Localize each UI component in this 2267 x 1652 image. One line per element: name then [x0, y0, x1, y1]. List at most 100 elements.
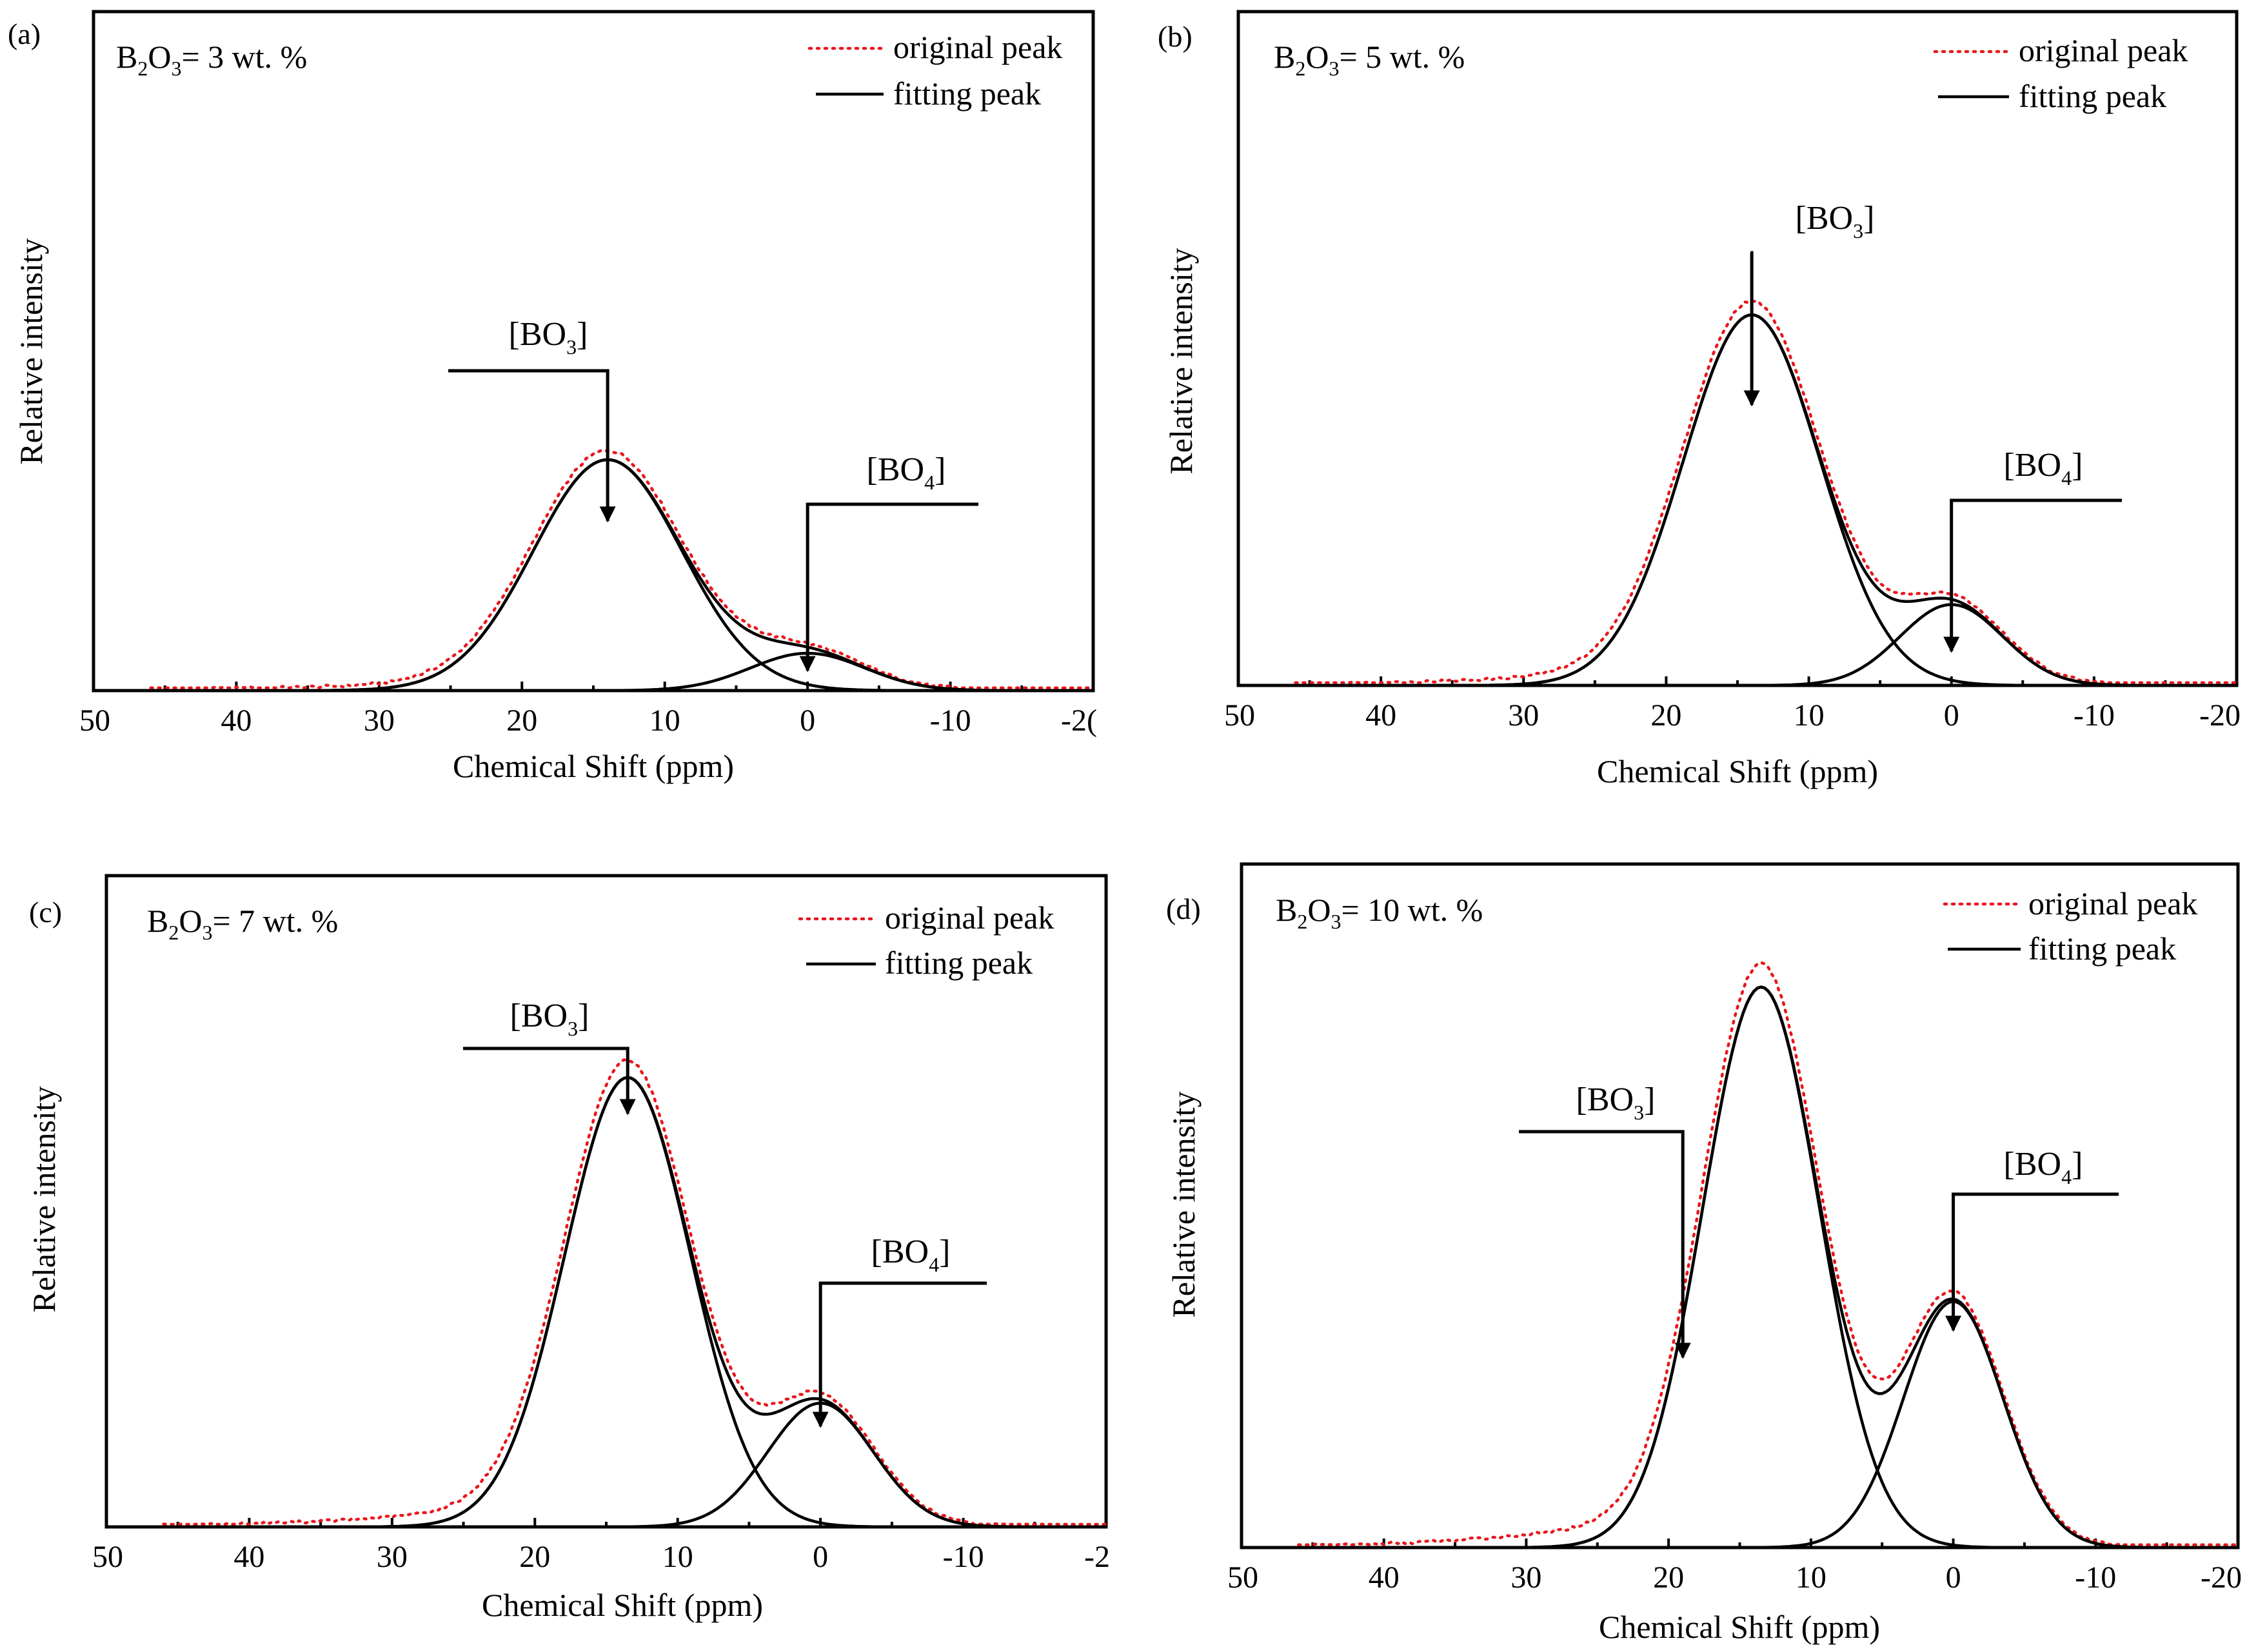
bo3-label: [BO3] — [509, 316, 588, 359]
x-axis-label: Chemical Shift (ppm) — [1597, 753, 1878, 789]
annotations: [BO3] [BO4] — [1519, 1081, 2119, 1359]
original-peak-curve — [162, 1058, 1108, 1526]
legend-fitting-label: fitting peak — [885, 945, 1033, 981]
legend: original peak fitting peak — [1943, 885, 2197, 967]
x-tick-label: 20 — [1653, 1560, 1684, 1595]
x-tick-label: -2( — [1061, 703, 1097, 738]
x-tick-label: -10 — [930, 703, 971, 738]
bo4-fitting-curve — [1295, 603, 2237, 687]
y-axis-label: Relative intensity — [26, 1086, 62, 1312]
sum-fitting-curve — [1295, 313, 2237, 687]
curves — [1297, 961, 2240, 1549]
legend: original peak fitting peak — [798, 900, 1054, 981]
curves — [149, 449, 1095, 693]
x-tick-label: 10 — [1796, 1560, 1826, 1595]
bo3-arrow — [448, 369, 616, 523]
panel-letter-label: (c) — [29, 896, 62, 929]
panel-a: (a) 50 40 30 20 10 0 -10 -2( [BO3] [BO4] Chemica… — [8, 10, 1097, 784]
panel-d: (d) 50 40 30 20 10 0 -10 -20 [BO3] [BO4] Chemica… — [1165, 862, 2242, 1645]
x-tick-label: 10 — [649, 703, 680, 738]
panel-c: (c) 50 40 30 20 10 0 -10 -2 [BO3] [BO4] Chemical… — [26, 874, 1110, 1623]
bo4-fitting-curve — [150, 651, 1093, 693]
curves — [162, 1058, 1108, 1529]
x-tick-label: 40 — [233, 1540, 264, 1574]
legend: original peak fitting peak — [1933, 32, 2188, 114]
x-axis-label: Chemical Shift (ppm) — [1599, 1609, 1880, 1645]
x-axis-label: Chemical Shift (ppm) — [482, 1587, 763, 1623]
bo3-fitting-curve — [1298, 985, 2238, 1549]
x-tick-label: 20 — [506, 703, 537, 738]
x-tick-label: 40 — [1365, 698, 1396, 733]
panel-letter-label: (d) — [1166, 892, 1201, 925]
bo4-label: [BO4] — [867, 451, 946, 494]
x-tick-label: 50 — [92, 1540, 123, 1574]
panel-letter-label: (a) — [8, 17, 41, 50]
x-tick-label: -10 — [943, 1540, 984, 1574]
x-tick-label: -10 — [2074, 698, 2115, 733]
bo3-fitting-curve — [163, 1076, 1106, 1529]
x-tick-labels: 50 40 30 20 10 0 -10 -20 — [1224, 698, 2241, 733]
bo4-label: [BO4] — [871, 1234, 951, 1276]
legend-original-label: original peak — [2019, 32, 2188, 68]
x-tick-label: -20 — [2201, 1560, 2242, 1595]
x-tick-label: 30 — [364, 703, 395, 738]
x-tick-label: 30 — [1508, 698, 1539, 733]
bo3-fitting-curve — [150, 458, 1093, 693]
legend-fitting-label: fitting peak — [2028, 930, 2176, 967]
bo3-label: [BO3] — [510, 998, 589, 1040]
legend: original peak fitting peak — [807, 29, 1062, 112]
legend-original-label: original peak — [893, 29, 1062, 65]
annotations: [BO3] [BO4] — [1743, 200, 2122, 653]
bo4-fitting-curve — [163, 1401, 1106, 1529]
original-peak-curve — [1294, 299, 2239, 685]
x-tick-labels: 50 40 30 20 10 0 -10 -2 — [92, 1540, 1110, 1574]
x-tick-labels: 50 40 30 20 10 0 -10 -20 — [1227, 1560, 2242, 1595]
bo4-arrow — [799, 502, 978, 673]
x-tick-label: 50 — [1224, 698, 1255, 733]
sum-fitting-curve — [1298, 985, 2238, 1549]
annotations: [BO3] [BO4] — [448, 316, 978, 673]
concentration-label: B2O3= 10 wt. % — [1276, 892, 1483, 933]
x-tick-label: -20 — [2199, 698, 2241, 733]
x-tick-label: 0 — [1944, 698, 1959, 733]
x-tick-label: 0 — [813, 1540, 828, 1574]
bo4-arrow — [1945, 1192, 2119, 1332]
concentration-label: B2O3= 7 wt. % — [147, 903, 338, 944]
bo3-arrow — [463, 1047, 636, 1116]
x-tick-label: 30 — [1510, 1560, 1541, 1595]
legend-original-label: original peak — [2028, 885, 2197, 921]
x-tick-label: 20 — [1650, 698, 1681, 733]
bo3-label: [BO3] — [1796, 200, 1875, 242]
x-tick-label: -10 — [2075, 1560, 2116, 1595]
x-tick-label: 30 — [377, 1540, 408, 1574]
x-tick-label: 40 — [1369, 1560, 1400, 1595]
x-tick-label: 40 — [221, 703, 252, 738]
bo4-arrow — [1943, 498, 2122, 653]
x-tick-labels: 50 40 30 20 10 0 -10 -2( — [79, 703, 1097, 738]
legend-fitting-label: fitting peak — [2019, 78, 2166, 114]
sum-fitting-curve — [163, 1076, 1106, 1529]
concentration-label: B2O3= 3 wt. % — [116, 39, 307, 80]
bo3-arrow — [1519, 1130, 1691, 1359]
original-peak-curve — [149, 449, 1095, 690]
x-axis-ticks — [1240, 1539, 2239, 1548]
x-tick-label: 0 — [800, 703, 815, 738]
x-tick-label: 50 — [1227, 1560, 1258, 1595]
bo3-label: [BO3] — [1576, 1081, 1656, 1124]
bo4-label: [BO4] — [2004, 1146, 2083, 1188]
annotations: [BO3] [BO4] — [463, 998, 987, 1428]
original-peak-curve — [1297, 961, 2240, 1547]
x-tick-label: -2 — [1084, 1540, 1110, 1574]
sum-fitting-curve — [150, 458, 1093, 693]
panel-letter-label: (b) — [1158, 20, 1193, 53]
plot-frame — [1240, 862, 2240, 1549]
bo4-fitting-curve — [1298, 1300, 2238, 1549]
legend-fitting-label: fitting peak — [893, 75, 1041, 112]
curves — [1294, 299, 2239, 687]
panel-b: (b) 50 40 30 20 10 0 -10 -20 [BO3] [BO4] Chemica… — [1158, 10, 2241, 789]
y-axis-label: Relative intensity — [1165, 1091, 1202, 1317]
x-tick-label: 10 — [662, 1540, 693, 1574]
y-axis-label: Relative intensity — [1163, 248, 1199, 474]
bo4-label: [BO4] — [2004, 447, 2083, 489]
